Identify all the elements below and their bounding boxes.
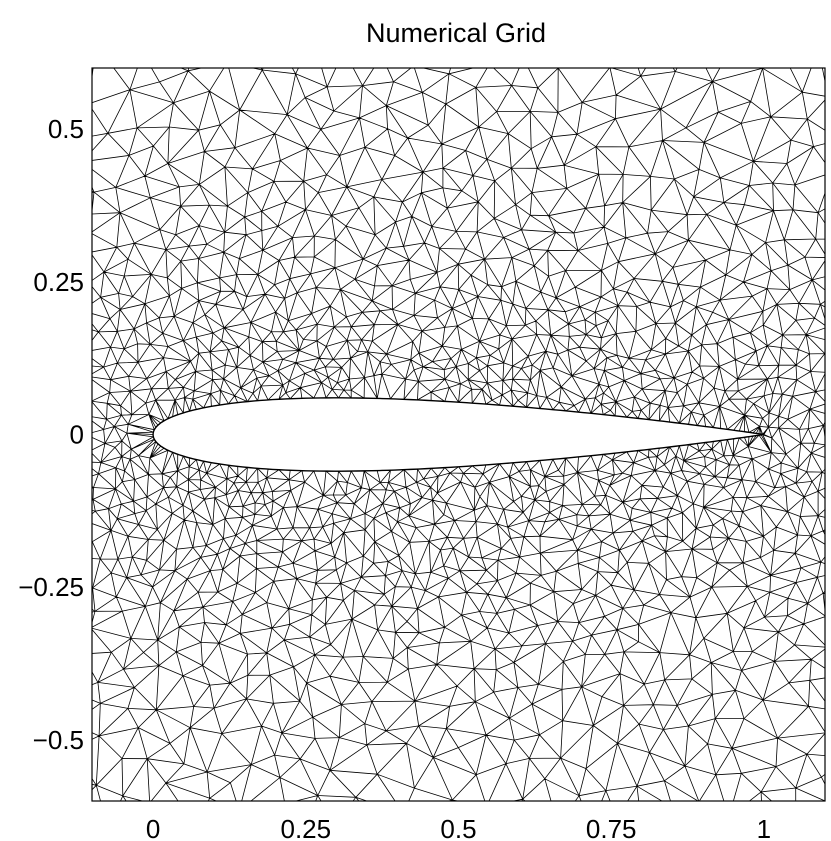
- x-axis-ticks: 0 0.25 0.5 0.75 1: [146, 814, 771, 841]
- x-tick-label: 1: [757, 814, 771, 841]
- y-axis-ticks: 0.5 0.25 0 −0.25 −0.5: [18, 114, 84, 755]
- x-tick-label: 0.25: [280, 814, 331, 841]
- plot-frame: [91, 67, 826, 802]
- x-tick-label: 0.75: [586, 814, 637, 841]
- x-tick-label: 0: [146, 814, 160, 841]
- x-tick-label: 0.5: [440, 814, 476, 841]
- y-tick-label: 0: [70, 420, 84, 450]
- chart-title: Numerical Grid: [366, 18, 546, 48]
- y-tick-label: 0.5: [48, 114, 84, 144]
- airfoil-shape: [152, 397, 765, 472]
- y-tick-label: 0.25: [33, 267, 84, 297]
- y-tick-label: −0.25: [18, 572, 84, 602]
- y-tick-label: −0.5: [33, 725, 84, 755]
